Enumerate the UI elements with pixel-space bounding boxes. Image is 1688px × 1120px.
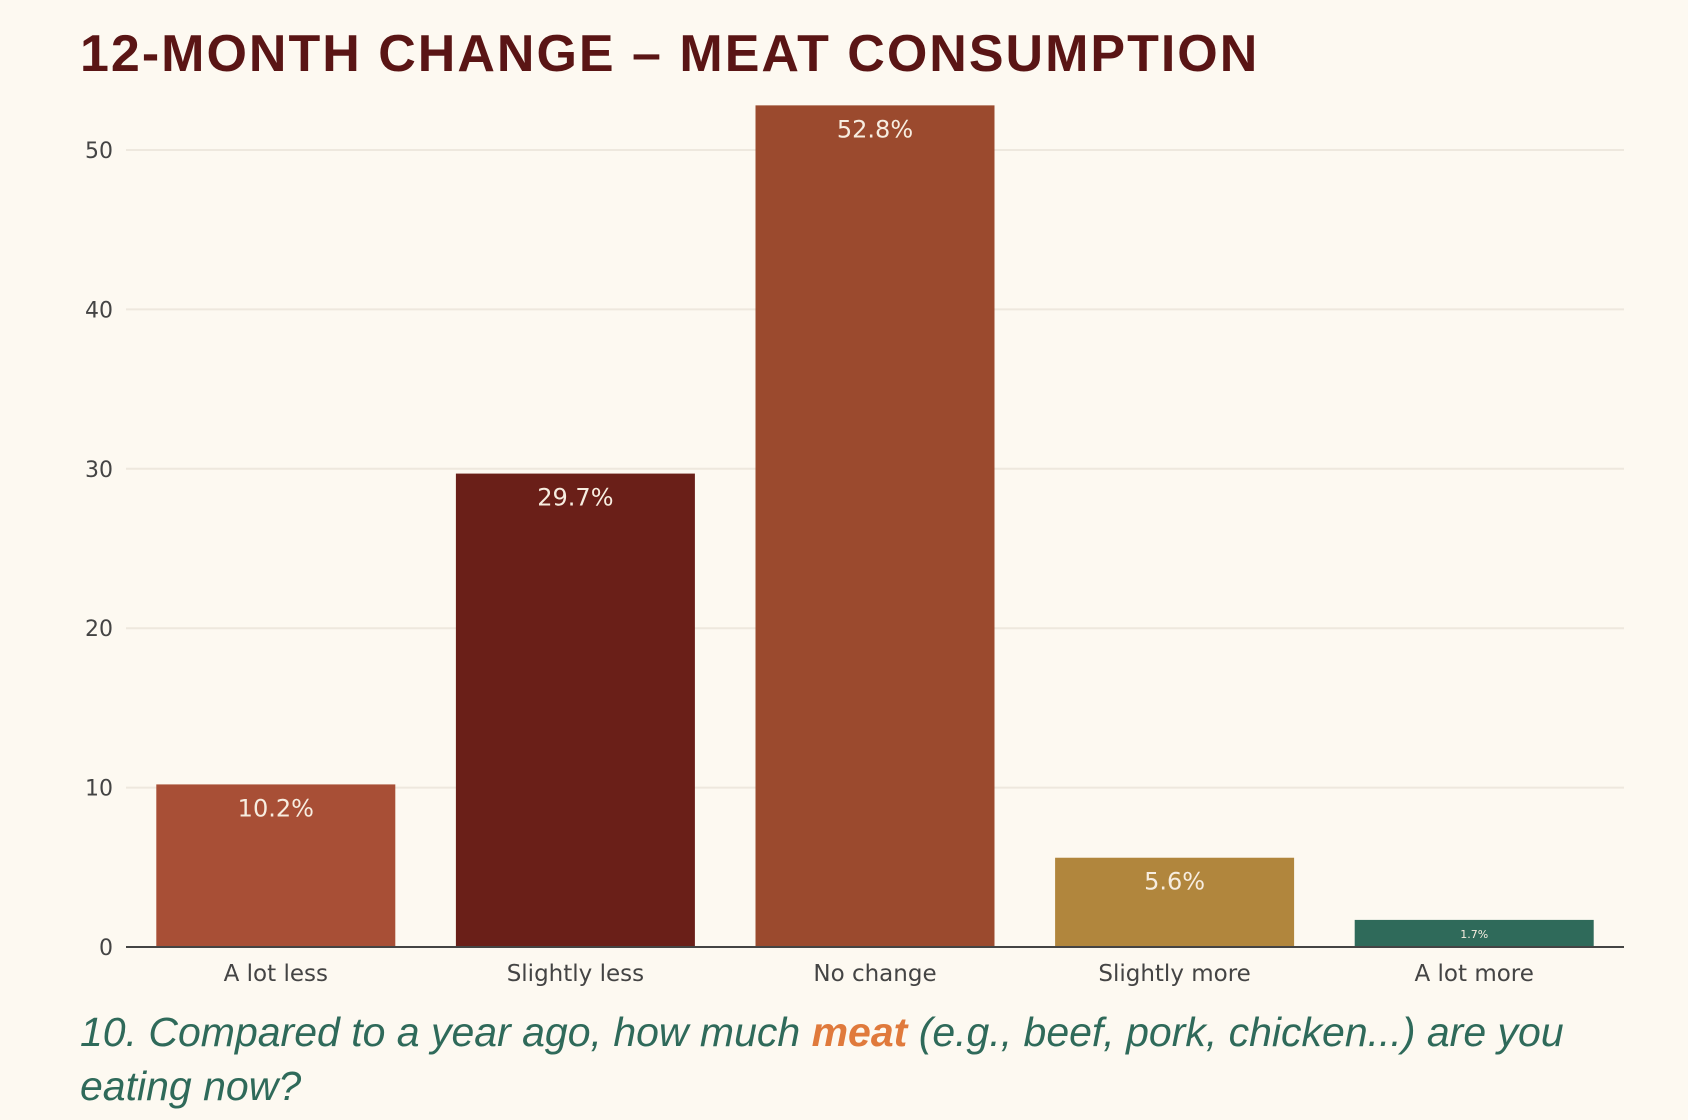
question-suffix: (e.g., beef, pork, chicken...) are you e… [80,1009,1564,1109]
bar [1055,857,1295,947]
y-tick-label: 50 [85,139,113,164]
question-prefix: 10. Compared to a year ago, how much [80,1009,812,1055]
bar [755,105,995,948]
y-axis-ticks: 0 10 20 30 40 50 [85,139,113,961]
x-tick-label: A lot less [224,961,328,987]
y-tick-label: 20 [85,617,113,642]
x-tick-label: Slightly less [507,961,644,987]
x-axis-labels: A lot less Slightly less No change Slightly… [224,961,1534,987]
x-tick-label: No change [813,961,936,987]
y-tick-label: 0 [99,936,113,961]
chart-title: 12-MONTH CHANGE – MEAT CONSUMPTION [80,25,1260,83]
bar-value-label: 1.7% [1460,928,1488,941]
bar-value-label: 29.7% [537,484,613,512]
bar-value-label: 5.6% [1144,868,1205,896]
x-tick-label: Slightly more [1098,961,1250,987]
y-tick-label: 40 [85,298,113,323]
bars: 10.2% 29.7% 52.8% 5.6% 1.7% [156,105,1594,948]
question-text: 10. Compared to a year ago, how much mea… [80,1005,1660,1113]
bar [455,473,695,947]
bar-value-label: 10.2% [238,794,314,822]
bar [1354,919,1594,947]
bar-chart: 0 10 20 30 40 50 10.2% 29.7% 52.8% 5.6% 1.7% A lo… [85,105,1624,987]
y-tick-label: 30 [85,458,113,483]
y-tick-label: 10 [85,777,113,802]
bar [156,784,396,947]
x-tick-label: A lot more [1414,961,1533,987]
bar-value-label: 52.8% [837,115,913,143]
question-highlight: meat [811,1009,908,1055]
